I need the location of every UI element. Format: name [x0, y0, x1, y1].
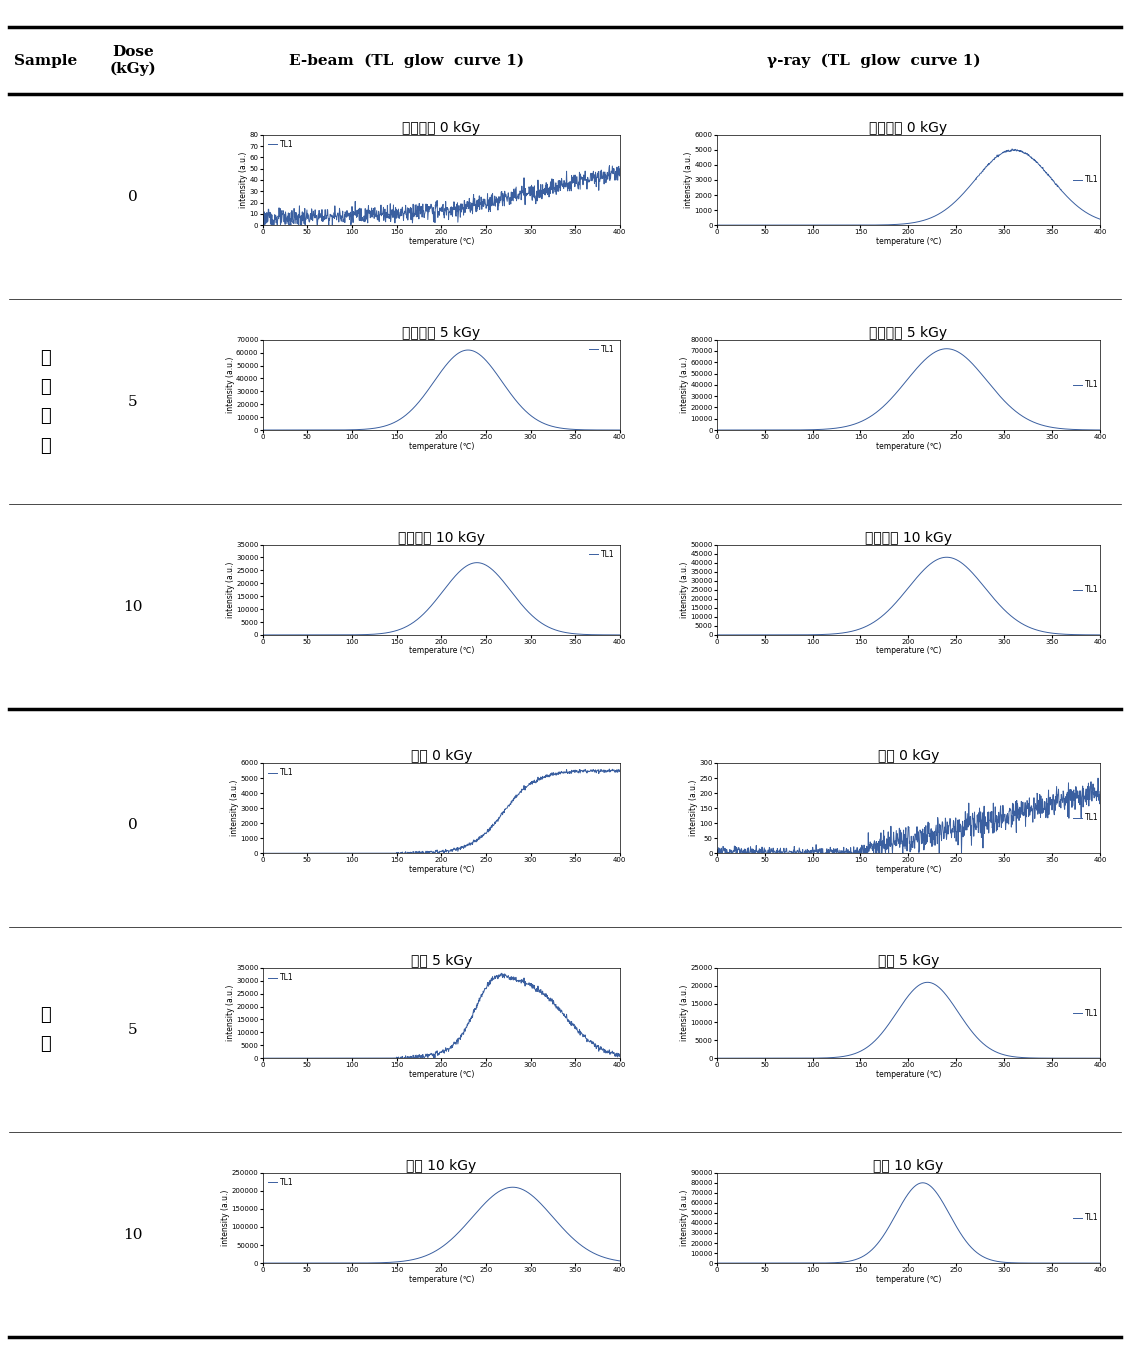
- Legend: TL1: TL1: [266, 139, 295, 151]
- Text: 녹
차: 녹 차: [41, 1006, 51, 1054]
- Text: Dose
(kGy): Dose (kGy): [109, 46, 157, 75]
- Legend: TL1: TL1: [266, 767, 295, 779]
- Title: 녹차 0 kGy: 녹차 0 kGy: [410, 749, 472, 763]
- Text: 0: 0: [128, 818, 137, 832]
- Legend: TL1: TL1: [1071, 174, 1100, 186]
- Y-axis label: intensity (a.u.): intensity (a.u.): [230, 780, 239, 836]
- Title: 결명자차 0 kGy: 결명자차 0 kGy: [402, 121, 480, 135]
- Title: 녹차 10 kGy: 녹차 10 kGy: [873, 1159, 943, 1173]
- Text: 0: 0: [128, 190, 137, 204]
- Y-axis label: intensity (a.u.): intensity (a.u.): [225, 985, 234, 1041]
- X-axis label: temperature (℃): temperature (℃): [876, 1070, 941, 1078]
- Legend: TL1: TL1: [266, 972, 295, 984]
- Y-axis label: intensity (a.u.): intensity (a.u.): [225, 357, 234, 412]
- Legend: TL1: TL1: [587, 549, 616, 561]
- X-axis label: temperature (℃): temperature (℃): [408, 237, 474, 245]
- Title: 녹차 10 kGy: 녹차 10 kGy: [406, 1159, 477, 1173]
- Text: 5: 5: [128, 395, 137, 408]
- Title: 결명자차 10 kGy: 결명자차 10 kGy: [398, 531, 485, 545]
- Text: 결
명
자
차: 결 명 자 차: [41, 349, 51, 454]
- Y-axis label: intensity (a.u.): intensity (a.u.): [680, 1190, 689, 1246]
- Text: γ-ray  (TL  glow  curve 1): γ-ray (TL glow curve 1): [766, 54, 980, 67]
- Y-axis label: intensity (a.u.): intensity (a.u.): [680, 562, 689, 617]
- Title: 결명자차 5 kGy: 결명자차 5 kGy: [402, 326, 480, 340]
- Text: E-beam  (TL  glow  curve 1): E-beam (TL glow curve 1): [289, 54, 524, 67]
- Title: 녹차 0 kGy: 녹차 0 kGy: [878, 749, 939, 763]
- Title: 녹차 5 kGy: 녹차 5 kGy: [410, 954, 472, 968]
- X-axis label: temperature (℃): temperature (℃): [876, 442, 941, 450]
- Title: 결명자차 10 kGy: 결명자차 10 kGy: [864, 531, 952, 545]
- Legend: TL1: TL1: [1071, 379, 1100, 391]
- Text: Sample: Sample: [14, 54, 78, 67]
- Y-axis label: intensity (a.u.): intensity (a.u.): [680, 357, 689, 412]
- Legend: TL1: TL1: [1071, 811, 1100, 824]
- Y-axis label: intensity (a.u.): intensity (a.u.): [689, 780, 698, 836]
- Y-axis label: intensity (a.u.): intensity (a.u.): [680, 985, 689, 1041]
- Legend: TL1: TL1: [587, 344, 616, 356]
- X-axis label: temperature (℃): temperature (℃): [408, 1275, 474, 1283]
- X-axis label: temperature (℃): temperature (℃): [876, 1275, 941, 1283]
- Y-axis label: intensity (a.u.): intensity (a.u.): [225, 562, 234, 617]
- Title: 결명자차 0 kGy: 결명자차 0 kGy: [869, 121, 948, 135]
- X-axis label: temperature (℃): temperature (℃): [876, 865, 941, 874]
- Y-axis label: intensity (a.u.): intensity (a.u.): [221, 1190, 230, 1246]
- Text: 10: 10: [123, 1228, 143, 1242]
- Legend: TL1: TL1: [1071, 1212, 1100, 1224]
- Legend: TL1: TL1: [1071, 1007, 1100, 1019]
- X-axis label: temperature (℃): temperature (℃): [408, 442, 474, 450]
- Text: 10: 10: [123, 600, 143, 613]
- X-axis label: temperature (℃): temperature (℃): [408, 865, 474, 874]
- X-axis label: temperature (℃): temperature (℃): [408, 1070, 474, 1078]
- X-axis label: temperature (℃): temperature (℃): [876, 237, 941, 245]
- Legend: TL1: TL1: [266, 1177, 295, 1189]
- Legend: TL1: TL1: [1071, 584, 1100, 596]
- Title: 녹차 5 kGy: 녹차 5 kGy: [878, 954, 939, 968]
- Text: 5: 5: [128, 1023, 137, 1037]
- Y-axis label: intensity (a.u.): intensity (a.u.): [684, 152, 693, 208]
- X-axis label: temperature (℃): temperature (℃): [876, 647, 941, 655]
- Y-axis label: intensity (a.u.): intensity (a.u.): [239, 152, 248, 208]
- X-axis label: temperature (℃): temperature (℃): [408, 647, 474, 655]
- Title: 결명자차 5 kGy: 결명자차 5 kGy: [869, 326, 948, 340]
